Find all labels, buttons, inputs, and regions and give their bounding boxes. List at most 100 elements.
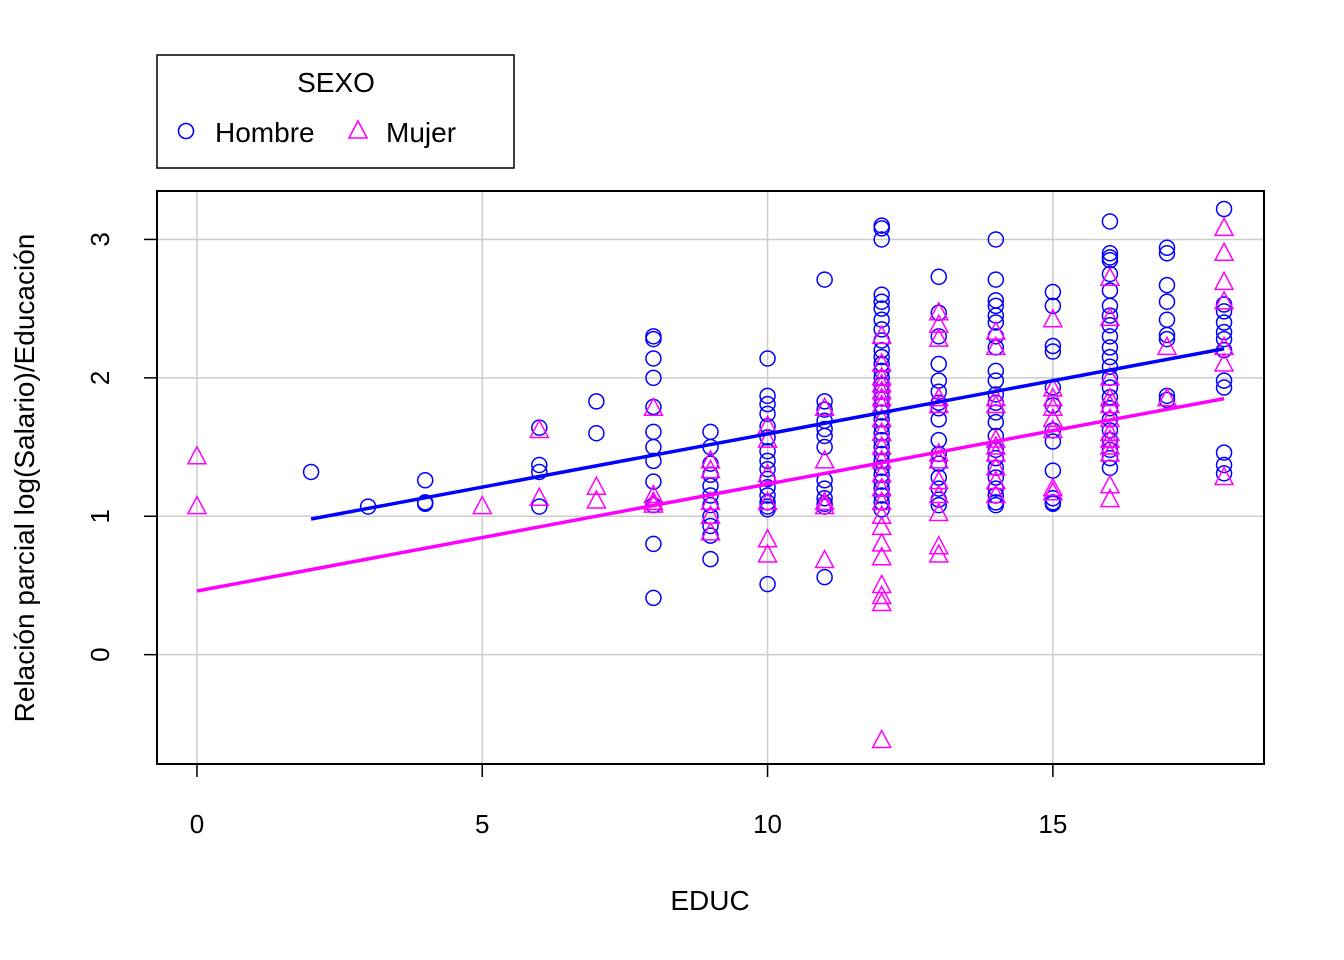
point-hombre xyxy=(987,297,1005,315)
point-mujer xyxy=(985,335,1007,356)
legend-marker-hombre xyxy=(177,122,195,140)
y-tick-label: 1 xyxy=(85,509,115,523)
point-hombre xyxy=(873,220,890,237)
point-hombre xyxy=(987,271,1005,288)
legend-entry-hombre: Hombre xyxy=(215,117,315,148)
point-mujer xyxy=(529,486,550,507)
point-mujer xyxy=(1099,488,1121,508)
point-hombre xyxy=(1158,276,1176,294)
point-mujer xyxy=(529,418,550,439)
point-hombre xyxy=(1044,337,1062,355)
point-mujer xyxy=(1099,306,1121,327)
point-mujer xyxy=(643,483,664,504)
point-mujer xyxy=(1099,393,1121,414)
point-mujer xyxy=(1213,352,1235,372)
point-mujer xyxy=(1042,387,1064,407)
y-axis-label: Relación parcial log(Salario)/Educación xyxy=(9,234,40,723)
point-hombre xyxy=(1215,456,1233,474)
point-hombre xyxy=(1044,343,1062,360)
point-hombre xyxy=(1215,303,1233,320)
point-mujer xyxy=(757,463,778,483)
y-axis: 0 1 2 3 xyxy=(85,232,157,662)
point-mujer xyxy=(871,591,892,612)
point-hombre xyxy=(702,550,719,568)
point-hombre xyxy=(873,286,890,304)
legend-box xyxy=(156,54,515,169)
point-hombre xyxy=(987,314,1005,331)
point-hombre xyxy=(302,463,320,481)
point-mujer xyxy=(1213,465,1235,486)
data-points xyxy=(186,200,1235,749)
point-mujer xyxy=(985,483,1007,504)
point-mujer xyxy=(814,548,835,569)
point-mujer xyxy=(186,494,208,515)
regression-lines xyxy=(196,347,1225,593)
point-hombre xyxy=(1158,311,1176,328)
point-hombre xyxy=(645,330,662,348)
point-hombre xyxy=(816,393,833,410)
point-hombre xyxy=(816,401,833,418)
point-mujer xyxy=(472,494,493,515)
point-hombre xyxy=(816,568,833,586)
point-mujer xyxy=(1213,216,1235,237)
point-mujer xyxy=(985,442,1007,462)
point-mujer xyxy=(1099,421,1121,441)
point-mujer xyxy=(586,475,607,495)
point-mujer xyxy=(1099,442,1121,462)
point-mujer xyxy=(871,728,892,749)
point-hombre xyxy=(702,527,719,544)
point-mujer xyxy=(871,546,892,566)
point-hombre xyxy=(1101,358,1119,376)
y-tick-label: 2 xyxy=(85,371,115,385)
point-mujer xyxy=(928,301,949,321)
point-hombre xyxy=(1158,330,1176,348)
point-mujer xyxy=(985,470,1007,490)
point-hombre xyxy=(930,268,947,286)
point-hombre xyxy=(1044,283,1062,301)
point-hombre xyxy=(1215,323,1233,341)
point-hombre xyxy=(759,405,776,423)
point-hombre xyxy=(645,473,662,490)
point-mujer xyxy=(985,387,1007,407)
point-mujer xyxy=(871,532,892,552)
point-mujer xyxy=(1042,308,1064,328)
point-mujer xyxy=(985,435,1007,455)
point-mujer xyxy=(928,313,949,334)
x-tick-label: 10 xyxy=(753,809,782,839)
legend-title: SEXO xyxy=(297,67,375,98)
point-mujer xyxy=(871,373,892,393)
point-mujer xyxy=(985,320,1007,340)
point-mujer xyxy=(186,445,208,465)
point-hombre xyxy=(531,463,548,481)
point-hombre xyxy=(930,328,947,345)
point-hombre xyxy=(1101,459,1119,477)
point-mujer xyxy=(928,501,949,522)
point-mujer xyxy=(1156,335,1178,356)
fit-line-mujer xyxy=(196,396,1225,593)
point-mujer xyxy=(985,456,1007,476)
point-hombre xyxy=(1101,297,1119,315)
point-hombre xyxy=(759,387,776,405)
point-mujer xyxy=(757,490,778,511)
point-hombre xyxy=(987,372,1005,389)
legend-entry-mujer: Mujer xyxy=(386,117,456,148)
y-tick-label: 0 xyxy=(85,647,115,661)
point-mujer xyxy=(871,407,892,428)
point-hombre xyxy=(645,589,662,607)
point-hombre xyxy=(873,293,890,310)
point-hombre xyxy=(645,535,662,553)
point-hombre xyxy=(987,496,1005,514)
point-mujer xyxy=(871,463,892,483)
point-hombre xyxy=(531,456,548,474)
point-hombre xyxy=(645,423,662,441)
point-hombre xyxy=(416,472,434,489)
point-mujer xyxy=(1042,396,1064,417)
fit-line-hombre xyxy=(310,347,1225,521)
point-hombre xyxy=(1101,213,1119,230)
point-hombre xyxy=(702,517,719,535)
point-hombre xyxy=(1101,348,1119,366)
point-mujer xyxy=(871,476,892,497)
point-mujer xyxy=(757,528,778,548)
point-mujer xyxy=(700,458,721,479)
point-hombre xyxy=(873,300,890,317)
